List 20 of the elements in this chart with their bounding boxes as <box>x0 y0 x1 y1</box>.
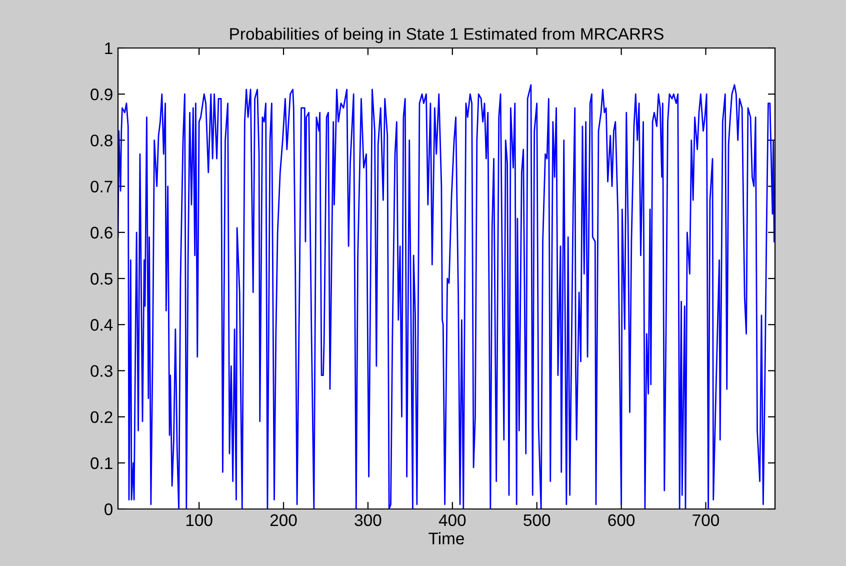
y-tick-label: 0.4 <box>90 319 113 331</box>
y-tick-label: 0.5 <box>90 272 112 285</box>
y-tick-label: 0.2 <box>90 411 112 424</box>
x-tick-label: 700 <box>692 514 720 526</box>
y-tick-label: 0.6 <box>90 226 112 239</box>
x-tick-label: 500 <box>524 514 550 526</box>
y-tick-label: 0.1 <box>90 457 112 470</box>
y-tick-label: 0.7 <box>90 180 112 193</box>
x-tick-label: 400 <box>438 514 466 526</box>
chart-title: Probabilities of being in State 1 Estimated from MRCARRS <box>230 28 664 44</box>
y-tick-label: 0.9 <box>90 88 112 100</box>
x-tick-label: 200 <box>270 514 297 526</box>
x-axis-title: Time <box>428 532 464 544</box>
y-tick-label: 1 <box>105 42 112 54</box>
x-tick-label: 100 <box>186 514 212 526</box>
x-tick-label: 300 <box>354 514 382 526</box>
y-tick-label: 0.8 <box>90 134 112 146</box>
x-tick-label: 600 <box>608 514 635 526</box>
y-tick-label: 0.3 <box>90 365 112 377</box>
y-tick-label: 0 <box>104 503 112 516</box>
